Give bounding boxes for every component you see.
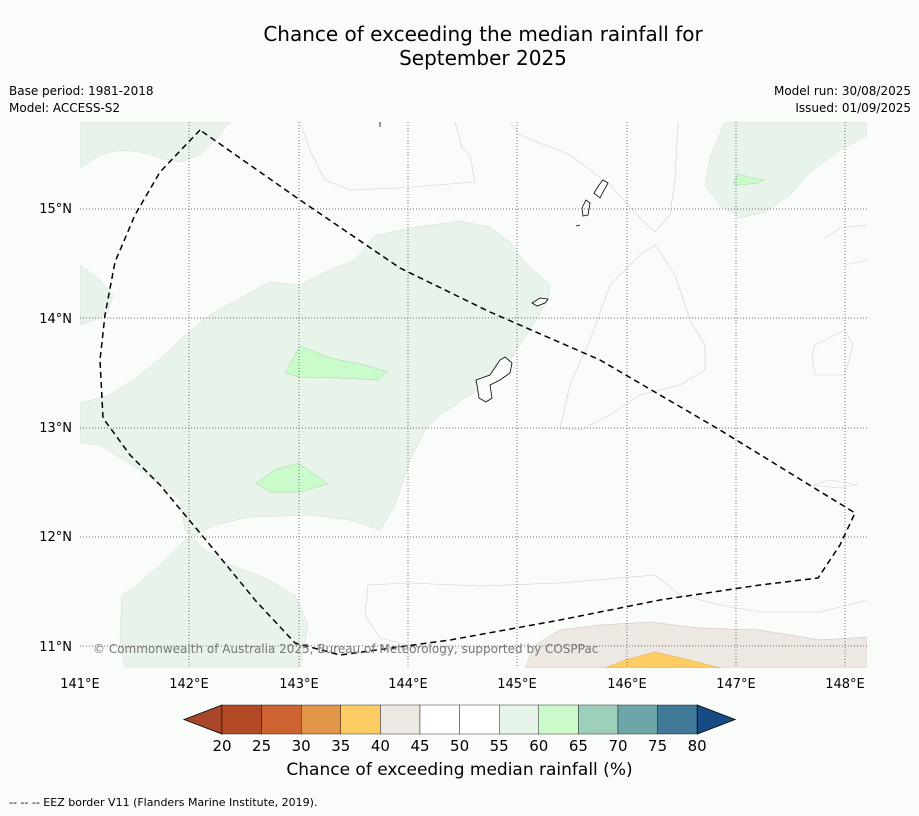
rainfall-map: © Commonwealth of Australia 2025, Bureau… <box>39 122 867 755</box>
island-saipan <box>593 179 609 199</box>
contour-45-50-south <box>524 621 867 668</box>
contour-60-65-a <box>284 345 389 381</box>
base-period: Base period: 1981-2018 <box>9 84 154 98</box>
colorbar-segment-70-75 <box>617 704 658 735</box>
colorbar-segment-30-35 <box>301 704 342 735</box>
colorbar-tick-30: 30 <box>292 737 311 755</box>
island-tinian <box>581 199 591 217</box>
thin-contours <box>299 122 867 649</box>
colorbar-tick-45: 45 <box>410 737 429 755</box>
colorbar-segment-35-40 <box>340 704 381 735</box>
colorbar-tick-80: 80 <box>688 737 707 755</box>
colorbar-tick-20: 20 <box>212 737 231 755</box>
lon-label-145: 145°E <box>497 677 537 692</box>
colorbar-tick-25: 25 <box>252 737 271 755</box>
meta-right: Model run: 30/08/2025 Issued: 01/09/2025 <box>774 83 911 117</box>
lat-label-15: 15°N <box>39 202 72 217</box>
contour-55-60-west <box>80 264 114 326</box>
colorbar-tick-60: 60 <box>529 737 548 755</box>
model-name: Model: ACCESS-S2 <box>9 101 121 115</box>
colorbar-extend-low <box>182 704 223 735</box>
footnote: -- -- -- EEZ border V11 (Flanders Marine… <box>9 796 318 809</box>
title-line-2: September 2025 <box>399 46 567 70</box>
contour-35-40-south <box>604 651 721 668</box>
colorbar-tick-65: 65 <box>569 737 588 755</box>
colorbar-tick-35: 35 <box>331 737 350 755</box>
islands <box>379 122 609 403</box>
contour-60-65-c <box>732 173 766 186</box>
colorbar-segment-40-45 <box>380 704 421 735</box>
lon-label-146: 146°E <box>607 677 647 692</box>
eez-border <box>99 129 856 656</box>
colorbar-segment-75-80 <box>657 704 698 735</box>
contour-60-65-b <box>255 462 329 493</box>
lon-label-143: 143°E <box>279 677 319 692</box>
colorbar-segment-50-55 <box>459 704 500 735</box>
issued-date: Issued: 01/09/2025 <box>795 101 911 115</box>
lon-label-141: 141°E <box>60 677 100 692</box>
lon-label-147: 147°E <box>716 677 756 692</box>
colorbar-segment-55-60 <box>499 704 540 735</box>
island-guam <box>475 356 513 403</box>
lon-label-144: 144°E <box>388 677 428 692</box>
lon-labels: 141°E 142°E 143°E 144°E 145°E 146°E 147°… <box>60 677 865 692</box>
title: Chance of exceeding the median rainfall … <box>0 22 919 70</box>
map-area <box>80 122 867 668</box>
colorbar-tick-50: 50 <box>450 737 469 755</box>
colorbar-extend-high <box>696 704 737 735</box>
title-line-1: Chance of exceeding the median rainfall … <box>263 22 703 46</box>
lat-labels: 15°N 14°N 13°N 12°N 11°N <box>39 202 72 655</box>
colorbar-segment-20-25 <box>221 704 262 735</box>
lon-label-148: 148°E <box>825 677 865 692</box>
colorbar-segment-25-30 <box>261 704 302 735</box>
meta-left: Base period: 1981-2018 Model: ACCESS-S2 <box>9 83 154 117</box>
copyright-text: © Commonwealth of Australia 2025, Bureau… <box>93 642 598 656</box>
graticule <box>80 122 867 668</box>
lon-label-142: 142°E <box>169 677 209 692</box>
colorbar-segment-60-65 <box>538 704 579 735</box>
colorbar: 20 25 30 35 40 45 50 55 60 65 70 75 80 <box>182 704 737 755</box>
colorbar-tick-40: 40 <box>371 737 390 755</box>
lat-label-11: 11°N <box>39 640 72 655</box>
island-aguijan <box>575 224 581 227</box>
colorbar-segment-65-70 <box>578 704 619 735</box>
lat-label-13: 13°N <box>39 421 72 436</box>
lat-label-14: 14°N <box>39 312 72 327</box>
contour-55-60-ne <box>704 122 867 219</box>
lat-label-12: 12°N <box>39 530 72 545</box>
model-run: Model run: 30/08/2025 <box>773 84 911 98</box>
colorbar-segment-45-50 <box>419 704 460 735</box>
colorbar-tick-55: 55 <box>490 737 509 755</box>
colorbar-tick-75: 75 <box>648 737 667 755</box>
contour-55-60-main <box>80 220 551 668</box>
colorbar-tick-70: 70 <box>608 737 627 755</box>
island-rota <box>531 297 549 307</box>
contour-55-60-nw <box>80 122 231 169</box>
colorbar-label: Chance of exceeding median rainfall (%) <box>286 760 633 780</box>
